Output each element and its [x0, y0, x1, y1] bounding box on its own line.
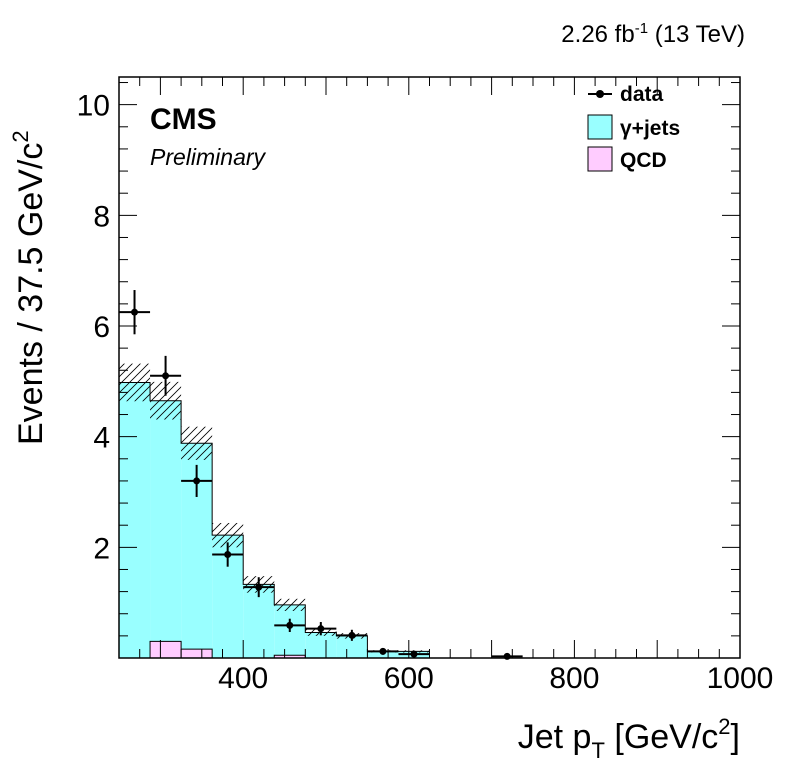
data-marker — [286, 621, 294, 629]
data-point — [119, 290, 151, 335]
y-axis-title: Events / 37.5 GeV/c2 — [8, 130, 50, 445]
data-point — [491, 652, 523, 660]
gamma-jets-bin — [336, 635, 368, 658]
y-tick-label: 8 — [93, 200, 110, 233]
data-point — [274, 618, 306, 632]
x-tick-label: 800 — [549, 662, 599, 695]
data-marker — [317, 625, 325, 633]
axis-ticks: 400 600 800 1000 2 4 6 8 10 — [77, 77, 774, 695]
x-tick-label: 400 — [218, 662, 268, 695]
data-marker — [162, 372, 170, 380]
x-axis-title: Jet pT [GeV/c2] — [518, 714, 740, 763]
data-point — [150, 355, 182, 396]
data-point — [243, 577, 275, 598]
data-marker — [224, 551, 232, 559]
data-point — [367, 647, 399, 655]
data-marker — [348, 631, 356, 639]
y-tick-label: 2 — [93, 532, 110, 565]
legend-label-gamma-jets: γ+jets — [620, 117, 680, 140]
x-tick-label: 600 — [384, 662, 434, 695]
legend-label-data: data — [620, 83, 664, 106]
cms-label: CMS — [150, 103, 217, 136]
qcd-bin — [150, 641, 182, 658]
data-point — [181, 464, 213, 497]
uncertainty-bin — [119, 363, 151, 402]
gamma-jets-bin — [119, 382, 151, 658]
data-point — [305, 622, 337, 636]
y-tick-label: 6 — [93, 311, 110, 344]
data-marker — [255, 583, 263, 591]
data-point — [212, 542, 244, 567]
stacked-histogram — [118, 381, 740, 659]
data-marker — [379, 647, 387, 655]
qcd-bin — [181, 649, 213, 658]
data-marker — [131, 308, 139, 316]
data-marker — [193, 477, 201, 485]
gamma-jets-bin — [150, 400, 182, 642]
data-point — [336, 629, 368, 641]
legend-label-qcd: QCD — [620, 149, 667, 172]
legend-qcd-swatch — [587, 146, 613, 172]
x-tick-label: 1000 — [707, 662, 774, 695]
legend-data-marker — [596, 90, 604, 98]
preliminary-label: Preliminary — [150, 144, 267, 170]
uncertainty-bin — [274, 598, 306, 611]
data-point — [398, 650, 430, 658]
lumi-label: 2.26 fb-1 (13 TeV) — [561, 20, 745, 48]
uncertainty-bin — [181, 426, 213, 460]
legend-gamma-jets-swatch — [587, 114, 613, 140]
legend: data γ+jets QCD — [587, 83, 680, 172]
qcd-bin — [274, 655, 306, 658]
data-points — [119, 290, 523, 660]
y-tick-label: 10 — [77, 90, 110, 123]
data-marker — [410, 650, 418, 658]
y-tick-label: 4 — [93, 422, 110, 455]
data-marker — [503, 652, 511, 660]
gamma-jets-bin — [305, 632, 337, 658]
